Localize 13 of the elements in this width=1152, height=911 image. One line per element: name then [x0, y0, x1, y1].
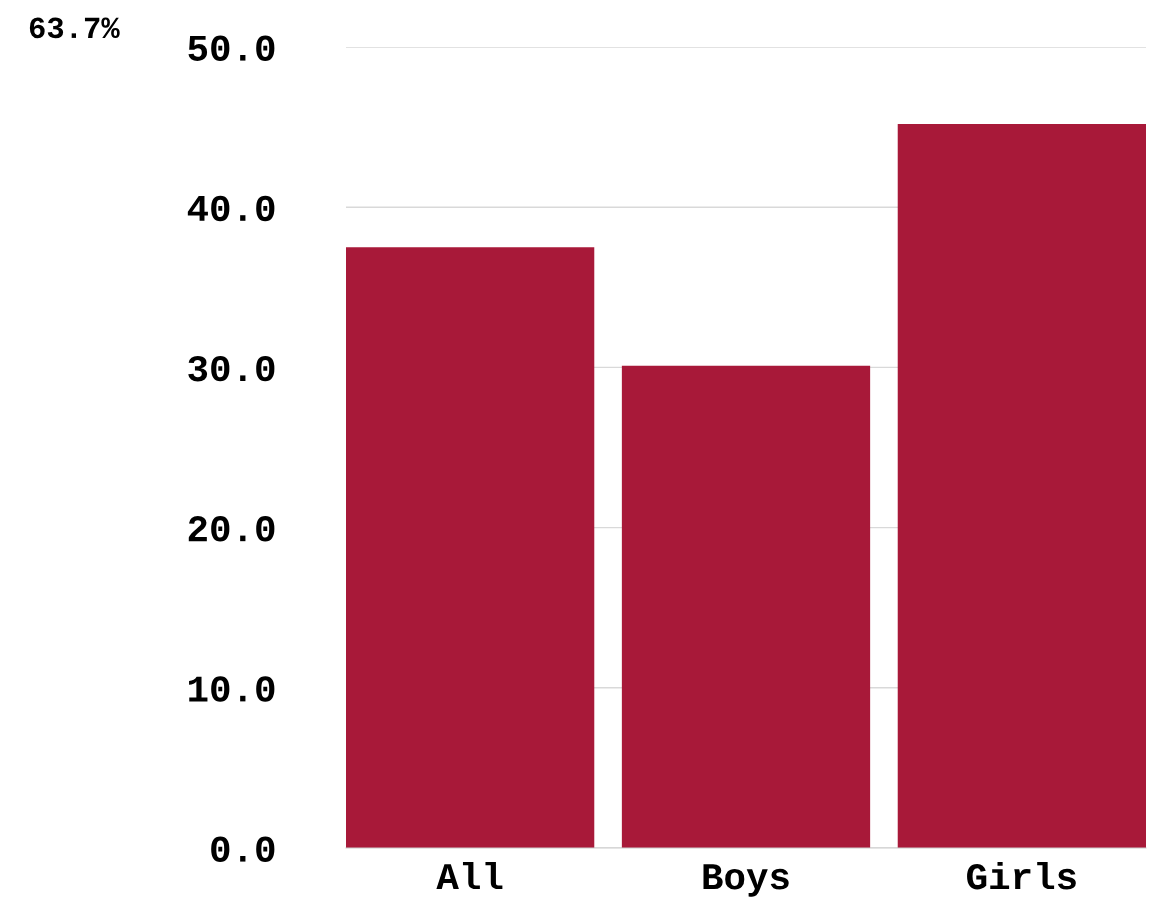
bar	[897, 123, 1146, 848]
y-tick-label: 0.0	[211, 836, 275, 862]
x-tick-label: All	[436, 861, 503, 890]
x-tick-label: Boys	[703, 864, 789, 897]
text: 63.7%	[29, 17, 120, 39]
x-tick-label: Girls	[967, 861, 1076, 890]
bar	[346, 247, 595, 848]
y-tick-label: 20.0	[188, 516, 275, 542]
y-tick-label: 40.0	[187, 195, 275, 222]
y-tick-label: 30.0	[188, 355, 275, 382]
y-tick-label: 10.0	[189, 676, 275, 702]
y-tick-label: 50.0	[188, 35, 275, 61]
bar	[621, 365, 871, 848]
